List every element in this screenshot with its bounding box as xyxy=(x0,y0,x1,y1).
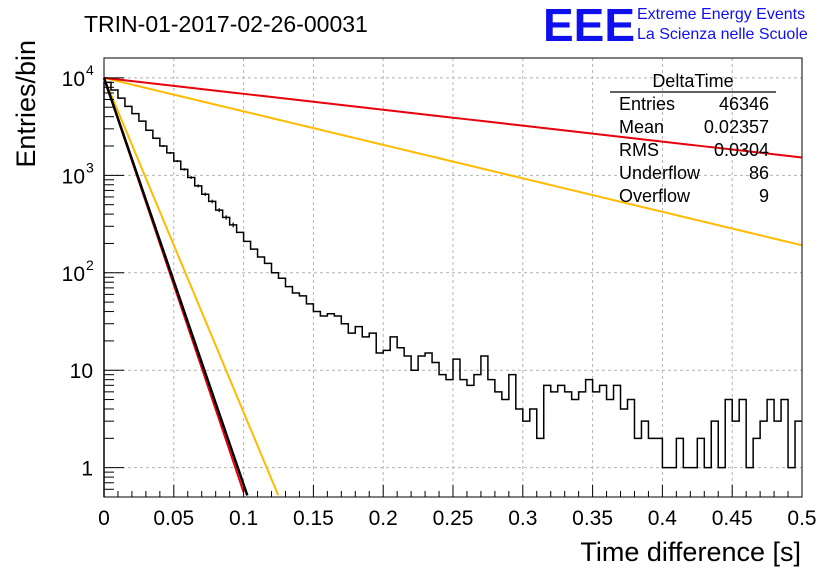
x-tick-label: 0.4 xyxy=(648,507,678,530)
stats-value-rms: 0.0304 xyxy=(714,140,769,160)
reference-line xyxy=(103,77,280,496)
histogram-outline xyxy=(103,81,802,497)
reference-line xyxy=(103,76,803,159)
stats-box: DeltaTime Entries 46346 Mean 0.02357 RMS… xyxy=(610,71,776,206)
y-tick-label: 10 xyxy=(62,165,85,188)
x-tick-label: 0.45 xyxy=(712,507,753,530)
x-tick-label: 0 xyxy=(98,507,110,530)
stats-value-overflow: 9 xyxy=(759,186,769,206)
fit-curve xyxy=(102,77,249,496)
y-tick-label: 10 xyxy=(62,68,85,91)
x-tick-label: 0.05 xyxy=(153,507,194,530)
fit-line xyxy=(102,77,249,496)
y-tick-label: 10 xyxy=(62,263,85,286)
x-axis-title: Time difference [s] xyxy=(580,537,801,567)
axis-ticks xyxy=(103,77,803,497)
y-tick-label: 1 xyxy=(81,458,93,481)
y-tick-label: 10 xyxy=(70,360,93,383)
logo-line-1: Extreme Energy Events xyxy=(637,6,805,23)
stats-label-overflow: Overflow xyxy=(619,186,691,206)
x-tick-label: 0.5 xyxy=(787,507,816,530)
stats-label-mean: Mean xyxy=(619,117,664,137)
y-tick-exponent: 2 xyxy=(86,257,94,273)
x-tick-label: 0.35 xyxy=(572,507,613,530)
x-tick-label: 0.15 xyxy=(293,507,334,530)
x-tick-labels: 0 0.05 0.1 0.15 0.2 0.25 0.3 0.35 0.4 0.45 0.5 xyxy=(98,507,816,530)
stats-value-underflow: 86 xyxy=(749,163,769,183)
y-tick-exponent: 4 xyxy=(86,62,94,78)
reference-line xyxy=(103,76,803,247)
histogram xyxy=(103,81,802,497)
stats-label-entries: Entries xyxy=(619,94,675,114)
stats-value-entries: 46346 xyxy=(719,94,769,114)
stats-value-mean: 0.02357 xyxy=(704,117,769,137)
y-tick-exponent: 3 xyxy=(86,159,94,175)
grid xyxy=(104,58,802,497)
logo-line-2: La Scienza nelle Scuole xyxy=(637,26,808,43)
logo-mark: EEE xyxy=(543,0,635,51)
y-axis-title: Entries/bin xyxy=(11,40,41,168)
x-tick-label: 0.25 xyxy=(433,507,474,530)
chart-title: TRIN-01-2017-02-26-00031 xyxy=(84,11,368,37)
eee-logo: EEE Extreme Energy Events La Scienza nel… xyxy=(543,0,808,51)
x-tick-label: 0.2 xyxy=(369,507,398,530)
x-tick-label: 0.1 xyxy=(229,507,258,530)
x-tick-label: 0.3 xyxy=(508,507,537,530)
stats-label-rms: RMS xyxy=(619,140,659,160)
stats-title: DeltaTime xyxy=(652,71,733,91)
stats-label-underflow: Underflow xyxy=(619,163,701,183)
